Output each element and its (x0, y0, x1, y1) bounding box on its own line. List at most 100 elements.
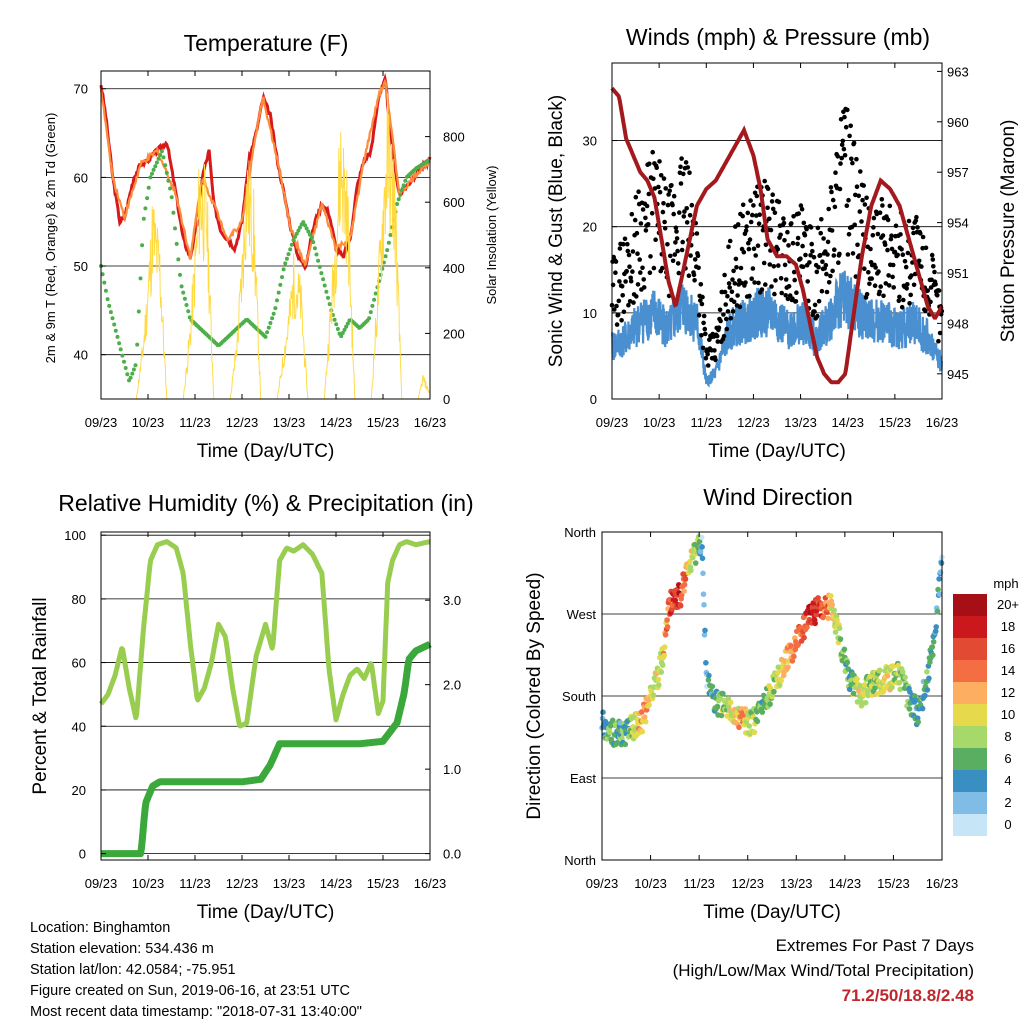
panel1-dewpoint-point (187, 315, 192, 320)
panel2-gust-point (722, 289, 728, 295)
panel2-gust-point (930, 257, 936, 262)
panel2-gust-point (640, 265, 645, 271)
panel2-y-tick-label: 20 (583, 220, 597, 235)
panel2-gust-point (668, 253, 673, 259)
panel2-x-tick-label: 13/23 (784, 415, 817, 430)
panel2-gust-point (812, 309, 817, 314)
panel2-gust-point (723, 302, 728, 307)
panel2-gust-point (864, 195, 869, 201)
panel1-y2-tick-label: 800 (443, 130, 465, 145)
panel2-gust-point (626, 252, 632, 258)
panel2-gust-point (872, 283, 878, 289)
panel2-gust-point (860, 197, 865, 203)
panel2-gust-point (621, 241, 626, 247)
panel2-gust-point (686, 273, 692, 279)
panel4-direction-point (664, 624, 671, 630)
panel2-gust-point (859, 219, 864, 224)
panel2-gust-point (825, 239, 831, 245)
panel2-gust-point (674, 236, 680, 241)
panel1-dewpoint-point (122, 359, 126, 364)
panel2-gust-point (889, 233, 894, 238)
panel2-gust-point (877, 210, 883, 215)
panel2-y2-tick-label: 960 (947, 115, 969, 130)
panel2-y2-tick-label: 948 (947, 316, 969, 331)
panel2-gust-point (617, 279, 622, 284)
panel2-gust-point (716, 325, 722, 331)
panel2-gust-point (771, 264, 777, 269)
panel1-dewpoint-point (334, 322, 339, 327)
panel2-gust-point (839, 142, 845, 148)
panel2-gust-point (658, 173, 664, 178)
panel2-gust-point (795, 235, 801, 241)
panel4-x-tick-label: 11/23 (683, 876, 715, 891)
panel2-gust-point (661, 201, 666, 206)
panel3-x-axis-label: Time (Day/UTC) (197, 902, 335, 923)
panel4-direction-point (922, 692, 928, 699)
panel3-frame (100, 531, 431, 861)
panel2-gust-point (713, 357, 718, 363)
panel1-dewpoint-point (158, 153, 163, 157)
panel4-direction-point (703, 660, 709, 666)
panel2-gust-point (852, 222, 857, 228)
panel2-gust-point (717, 307, 723, 313)
panel4-direction-point (813, 611, 819, 618)
panel2-gust-point (728, 316, 734, 321)
panel1-dewpoint-point (373, 291, 378, 296)
panel1-dewpoint-point (115, 334, 120, 339)
extremes-title: Extremes For Past 7 Days (775, 936, 974, 955)
panel2-gust-point (727, 238, 733, 244)
panel2-gust-point (671, 193, 677, 199)
panel4-direction-point (924, 687, 931, 693)
panel3-chart-title: Relative Humidity (%) & Precipitation (i… (58, 490, 473, 516)
panel1-y-tick-label: 60 (74, 170, 88, 185)
panel2-gust-point (765, 205, 770, 211)
panel2-gust-point (725, 293, 730, 299)
panel4-direction-point (727, 699, 734, 706)
panel2-gust-point (746, 240, 751, 246)
panel4-direction-point (844, 659, 851, 666)
panel1-dewpoint-point (123, 366, 128, 370)
panel2-gust-point (819, 288, 825, 294)
panel4-direction-point (919, 705, 926, 712)
elevation-text: Station elevation: 534.436 m (30, 941, 214, 957)
panel2-gust-point (886, 273, 891, 278)
panel2-gust-point (678, 181, 684, 186)
panel2-gust-point (815, 313, 820, 319)
panel2-gust-point (630, 269, 635, 274)
panel2-gust-point (620, 293, 625, 298)
panel4-chart-title: Wind Direction (703, 484, 853, 510)
panel2-gust-point (669, 183, 674, 188)
panel4-direction-point (655, 676, 662, 683)
panel2-gust-point (623, 279, 628, 284)
panel2-gust-point (665, 242, 670, 247)
panel2-gust-point (891, 285, 896, 290)
panel4-direction-point (701, 602, 707, 608)
panel2-pressure-line (610, 86, 944, 385)
panel2-gust-point (931, 264, 936, 269)
panel4-direction-point (854, 676, 860, 682)
extremes-value: 71.2/50/18.8/2.48 (841, 986, 974, 1005)
panel2-gust-point (919, 264, 924, 269)
latlon-text: Station lat/lon: 42.0584; -75.951 (30, 962, 236, 978)
panel1-x-tick-label: 15/23 (367, 415, 400, 430)
panel4-x-tick-label: 12/23 (731, 876, 764, 891)
panel1-dewpoint-point (133, 363, 138, 368)
panel2-gust-point (767, 262, 773, 267)
panel1-dewpoint-point (340, 331, 345, 335)
panel2-gust-point (898, 232, 903, 237)
panel4-direction-point (720, 690, 726, 697)
panel2-gust-point (910, 225, 916, 231)
panel2-gust-point (643, 228, 649, 233)
panel4-direction-point (934, 608, 941, 615)
panel2-gust-point (783, 293, 788, 298)
panel2-gust-point (660, 209, 666, 215)
panel2-gust-point (740, 202, 746, 208)
panel4-direction-point (877, 667, 883, 674)
panel2-gust-point (794, 290, 799, 296)
panel3-y-tick-label: 60 (72, 656, 86, 671)
panel2-gust-point (705, 363, 711, 368)
panel2-gust-point (830, 268, 835, 274)
panel4-direction-point (697, 548, 704, 555)
panel3-x-tick-label: 13/23 (273, 876, 306, 891)
panel2-gust-point (814, 269, 820, 275)
